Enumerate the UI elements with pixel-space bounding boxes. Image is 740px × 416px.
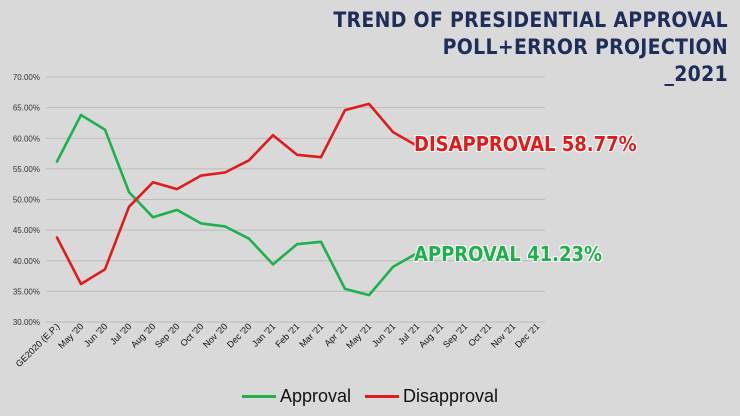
x-tick-label: Jan '21 (250, 321, 277, 348)
approval-legend-swatch (241, 395, 276, 398)
y-axis-ticks: 30.00% 35.00% 40.00% 45.00% 50.00% 55.00% 60.0… (13, 73, 40, 327)
data-point-disapproval (104, 268, 106, 270)
x-tick-label: May '21 (344, 321, 373, 350)
data-point-disapproval (296, 154, 298, 156)
data-point-disapproval (56, 236, 58, 239)
data-point-approval (320, 241, 322, 243)
data-point-disapproval (200, 175, 202, 177)
gridlines (46, 76, 545, 323)
x-tick-label: Mar '21 (297, 321, 325, 349)
data-point-disapproval (272, 134, 274, 136)
y-tick-label: 30.00% (13, 318, 40, 327)
data-point-approval (224, 225, 226, 228)
y-tick-label: 70.00% (13, 73, 40, 82)
approval-legend-label: Approval (279, 386, 351, 406)
data-point-disapproval (392, 131, 394, 133)
legend-item-approval: Approval (241, 386, 351, 407)
data-point-approval (128, 191, 130, 193)
disapproval-annotation: DISAPPROVAL 58.77% (414, 132, 637, 156)
data-point-approval (104, 129, 106, 131)
chart-legend: Approval Disapproval (0, 386, 740, 407)
disapproval-legend-swatch (365, 395, 399, 398)
y-tick-label: 50.00% (13, 196, 40, 205)
data-point-approval (272, 263, 274, 266)
y-tick-label: 65.00% (13, 104, 40, 113)
legend-item-disapproval: Disapproval (365, 386, 498, 407)
x-tick-label: Jun '21 (370, 321, 397, 348)
series-line-approval (55, 113, 419, 297)
y-tick-label: 40.00% (13, 257, 40, 266)
data-point-disapproval (344, 109, 346, 111)
x-tick-label: Nov '21 (489, 321, 517, 349)
data-point-approval (56, 160, 58, 163)
x-tick-label: May '20 (56, 321, 85, 350)
data-point-approval (200, 222, 202, 224)
x-tick-label: Sep '21 (441, 321, 469, 349)
data-point-approval (80, 114, 82, 116)
y-tick-label: 60.00% (13, 134, 40, 143)
data-point-approval (392, 266, 394, 268)
x-tick-label: Aug '20 (129, 321, 157, 349)
data-point-disapproval (224, 171, 226, 174)
y-tick-label: 55.00% (13, 165, 40, 174)
data-point-disapproval (248, 159, 250, 161)
data-point-disapproval (128, 206, 130, 208)
x-tick-label: Aug '21 (417, 321, 445, 349)
chart-title-line-3: _2021 (664, 62, 728, 86)
chart-title-line-1: TREND OF PRESIDENTIAL APPROVAL (333, 8, 728, 32)
data-point-approval (416, 252, 418, 254)
x-tick-label: Dec '20 (225, 321, 253, 349)
x-tick-label: Sep '20 (153, 321, 181, 349)
data-point-approval (296, 243, 298, 245)
series-line-disapproval (55, 102, 419, 286)
data-point-disapproval (176, 188, 178, 190)
x-tick-label: Nov '20 (201, 321, 229, 349)
chart-title-line-2: POLL+ERROR PROJECTION (442, 35, 728, 59)
data-point-disapproval (320, 156, 322, 158)
data-point-approval (152, 216, 154, 218)
data-point-approval (176, 209, 178, 211)
y-tick-label: 45.00% (13, 226, 40, 235)
data-point-approval (344, 288, 346, 290)
x-tick-label: Jun '20 (82, 321, 109, 348)
data-point-approval (248, 238, 250, 240)
x-tick-label: Dec '21 (513, 321, 541, 349)
data-point-disapproval (416, 145, 418, 147)
data-point-disapproval (80, 283, 82, 285)
data-point-disapproval (368, 103, 370, 105)
disapproval-legend-label: Disapproval (403, 386, 499, 406)
x-tick-label: GE2020 (E.P.) (14, 321, 62, 369)
y-tick-label: 35.00% (13, 287, 40, 296)
data-point-disapproval (152, 181, 154, 183)
approval-annotation: APPROVAL 41.23% (414, 242, 603, 266)
data-point-approval (368, 294, 370, 296)
x-tick-label: Feb '21 (273, 321, 301, 349)
series-lines (55, 102, 419, 297)
